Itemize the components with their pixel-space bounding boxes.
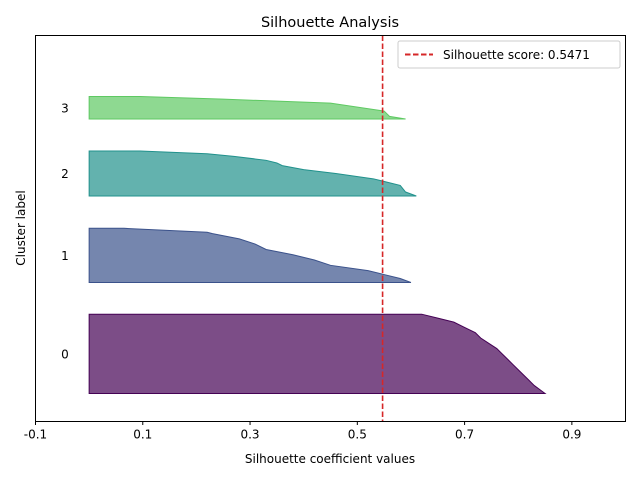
cluster-2-label: 2 [61,167,69,181]
plot-frame [35,35,626,422]
x-tick-label: 0.9 [562,428,581,442]
cluster-3-silhouette [88,96,406,120]
cluster-3-label: 3 [61,101,69,115]
x-tick-label: 0.1 [133,428,152,442]
x-tick-label: -0.1 [24,428,47,442]
y-axis-label: Cluster label [14,190,28,265]
cluster-0-silhouette [88,313,547,394]
x-tick-label: 0.3 [240,428,259,442]
legend-score-label: Silhouette score: 0.5471 [443,48,590,62]
legend: Silhouette score: 0.5471 [397,40,621,69]
chart-title: Silhouette Analysis [261,15,399,31]
cluster-1-silhouette [88,227,412,283]
cluster-1-label: 1 [61,249,69,263]
cluster-0-label: 0 [61,347,69,361]
x-axis-label: Silhouette coefficient values [245,452,415,466]
cluster-2-silhouette [88,150,417,197]
x-tick-label: 0.5 [348,428,367,442]
x-tick-label: 0.7 [455,428,474,442]
x-axis: -0.1 0.1 0.3 0.5 0.7 0.9 [24,421,581,442]
legend-box [397,40,621,69]
plot-area: 0 1 2 3 [61,35,547,422]
